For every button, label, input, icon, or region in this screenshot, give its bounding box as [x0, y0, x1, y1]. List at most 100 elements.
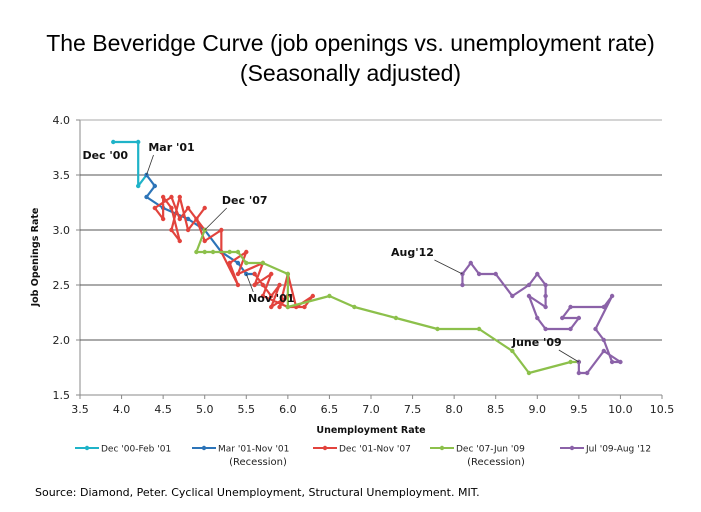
data-point [601, 304, 606, 310]
y-tick-label: 2.5 [53, 279, 71, 292]
y-tick-label: 3.0 [53, 224, 71, 237]
data-point [160, 216, 166, 222]
y-tick-label: 4.0 [53, 114, 71, 127]
x-tick-label: 4.5 [154, 403, 172, 416]
y-axis-label: Job Openings Rate [30, 208, 41, 308]
data-point [543, 304, 548, 310]
data-point [476, 326, 482, 332]
data-point [601, 337, 606, 343]
data-point [244, 260, 249, 266]
legend-label: Mar '01-Nov '01 [218, 445, 289, 455]
annotation-label: Dec '00 [82, 149, 128, 162]
data-point [593, 326, 598, 332]
data-point [260, 260, 266, 266]
data-point [194, 216, 199, 222]
legend-marker [569, 445, 575, 451]
data-point [269, 293, 274, 299]
data-point [543, 326, 548, 332]
data-point [136, 183, 141, 189]
x-tick-label: 9.5 [570, 403, 588, 416]
x-tick-label: 9.0 [529, 403, 547, 416]
source-note: Source: Diamond, Peter. Cyclical Unemplo… [35, 486, 480, 499]
data-point [252, 282, 257, 288]
data-point [493, 271, 498, 277]
data-point [235, 282, 241, 288]
data-point [310, 293, 315, 299]
data-point [202, 238, 207, 244]
y-tick-label: 2.0 [53, 334, 71, 347]
data-point [177, 194, 182, 200]
data-point [227, 249, 232, 255]
data-point [584, 370, 590, 376]
data-point [576, 370, 582, 376]
data-point [152, 183, 158, 189]
data-point [152, 205, 158, 211]
data-point [568, 304, 573, 310]
data-point [160, 194, 166, 200]
data-point [526, 370, 532, 376]
data-point [235, 271, 241, 277]
annotation-leader [245, 273, 254, 293]
data-point [244, 249, 249, 255]
data-point [468, 260, 473, 266]
x-tick-label: 4.0 [113, 403, 131, 416]
data-point [169, 227, 174, 233]
data-point [609, 293, 615, 299]
data-point [535, 271, 540, 277]
x-tick-label: 10.0 [608, 403, 633, 416]
data-point [526, 293, 532, 299]
data-point [327, 293, 332, 299]
data-point [136, 139, 141, 145]
annotation-label: Mar '01 [148, 141, 194, 154]
data-point [111, 139, 116, 145]
data-point [202, 205, 207, 211]
data-point [235, 249, 241, 255]
data-point [543, 282, 548, 288]
x-tick-label: 5.0 [196, 403, 214, 416]
x-tick-label: 6.0 [279, 403, 297, 416]
data-point [277, 304, 282, 310]
x-tick-label: 7.0 [362, 403, 380, 416]
data-point [560, 315, 565, 321]
data-point [526, 282, 532, 288]
data-point [210, 249, 216, 255]
data-point [510, 348, 515, 354]
annotation-label: Aug'12 [391, 246, 434, 259]
data-point [227, 260, 232, 266]
legend-sublabel: (Recession) [467, 457, 525, 468]
data-point [235, 260, 241, 266]
legend-marker [322, 445, 328, 451]
x-tick-label: 8.0 [445, 403, 463, 416]
legend-marker [84, 445, 90, 451]
series-line [113, 140, 148, 188]
y-tick-label: 3.5 [53, 169, 71, 182]
legend-sublabel: (Recession) [229, 457, 287, 468]
data-point [177, 216, 182, 222]
data-point [260, 293, 266, 299]
x-tick-label: 5.5 [238, 403, 256, 416]
data-point [202, 249, 207, 255]
series-line [461, 261, 622, 375]
annotation-leader [558, 349, 580, 363]
annotation-leader [146, 154, 154, 176]
data-point [609, 359, 615, 365]
x-tick-label: 3.5 [71, 403, 89, 416]
annotation-label: June '09 [511, 336, 562, 349]
data-point [169, 194, 174, 200]
data-point [568, 359, 573, 365]
x-tick-label: 6.5 [321, 403, 339, 416]
data-point [302, 304, 307, 310]
series-4 [460, 260, 623, 376]
y-tick-label: 1.5 [53, 389, 71, 402]
data-point [177, 238, 182, 244]
data-point [185, 205, 191, 211]
data-point [601, 348, 606, 354]
data-point [269, 271, 274, 277]
data-point [260, 282, 266, 288]
x-tick-label: 7.5 [404, 403, 422, 416]
data-point [393, 315, 399, 321]
data-point [543, 293, 548, 299]
data-point [185, 227, 191, 233]
legend-label: Dec '07-Jun '09 [456, 445, 525, 455]
